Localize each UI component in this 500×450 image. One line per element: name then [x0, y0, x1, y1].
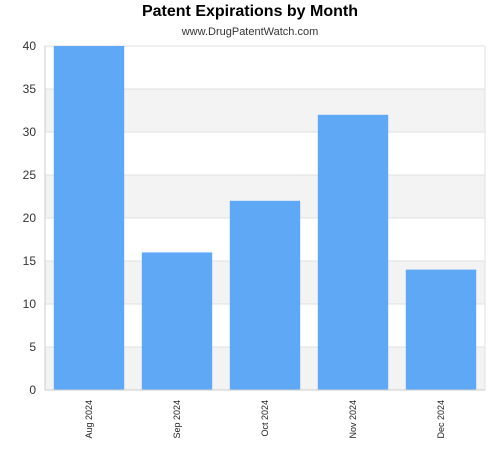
y-axis-ticks: 0 5 10 15 20 25 30 35 40: [23, 39, 37, 397]
y-tick-label: 15: [23, 254, 37, 268]
bar-oct-2024: [230, 201, 300, 390]
bar-sep-2024: [142, 252, 212, 390]
bar-dec-2024: [406, 270, 476, 390]
y-tick-label: 5: [29, 340, 36, 354]
x-tick-label: Sep 2024: [172, 400, 182, 439]
x-tick-label: Nov 2024: [348, 400, 358, 439]
bar-nov-2024: [318, 115, 388, 390]
y-tick-label: 30: [23, 125, 37, 139]
x-tick-label: Dec 2024: [436, 400, 446, 439]
y-tick-label: 10: [23, 297, 37, 311]
y-tick-label: 35: [23, 82, 37, 96]
y-tick-label: 0: [29, 383, 36, 397]
y-tick-label: 25: [23, 168, 37, 182]
y-tick-label: 40: [23, 39, 37, 53]
x-tick-label: Aug 2024: [84, 400, 94, 439]
y-tick-label: 20: [23, 211, 37, 225]
x-tick-label: Oct 2024: [260, 400, 270, 437]
bar-aug-2024: [54, 46, 124, 390]
x-axis-ticks: Aug 2024 Sep 2024 Oct 2024 Nov 2024 Dec 2024: [84, 400, 446, 439]
